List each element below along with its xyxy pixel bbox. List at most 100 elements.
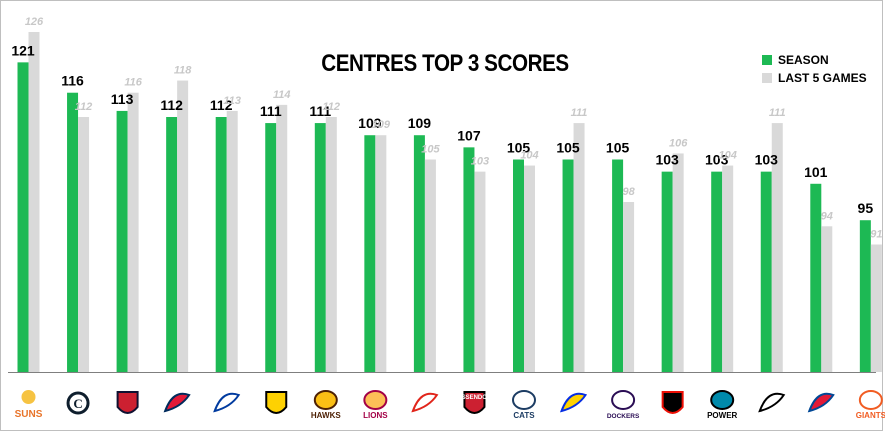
chart-legend: SEASON LAST 5 GAMES <box>762 51 867 87</box>
data-label-season: 111 <box>260 103 282 119</box>
bar-season <box>859 220 871 372</box>
team-logo-text: CATS <box>513 411 535 420</box>
legend-label-last-5-games: LAST 5 GAMES <box>778 71 867 85</box>
bar-last-5-games <box>226 110 238 372</box>
bar-last-5-games <box>127 92 139 372</box>
team-logo-icon <box>559 392 588 413</box>
team-logo-icon <box>363 390 388 410</box>
data-label-season: 109 <box>358 115 382 131</box>
team-logo-icon <box>66 391 90 415</box>
team-logo-icon <box>213 392 241 413</box>
team-logo-icon <box>116 391 139 414</box>
bar-season <box>661 171 673 372</box>
data-label-season: 121 <box>11 42 35 58</box>
bar-season <box>116 110 128 372</box>
bar-season <box>364 135 376 372</box>
team-logo-icon <box>858 390 883 410</box>
team-logo-icon <box>463 391 486 414</box>
data-label-season: 95 <box>858 200 874 216</box>
bar-last-5-games <box>573 123 585 372</box>
bar-last-5-games <box>78 117 90 372</box>
team-logo-text: DOCKERS <box>607 413 640 420</box>
bar-last-5-games <box>28 32 40 372</box>
data-label-season: 109 <box>408 115 432 131</box>
data-label-last-5-games: 105 <box>421 144 440 156</box>
bar-last-5-games <box>375 135 387 372</box>
bar-season <box>612 159 624 372</box>
data-label-last-5-games: 111 <box>571 107 588 119</box>
data-label-season: 112 <box>160 97 183 113</box>
team-logo-text: LIONS <box>363 411 388 420</box>
bar-season <box>562 159 574 372</box>
legend-swatch-season <box>762 55 772 65</box>
bar-last-5-games <box>325 117 337 372</box>
bar-season <box>711 171 723 372</box>
bar-last-5-games <box>771 123 783 372</box>
team-logo-text: C <box>73 396 82 411</box>
bar-last-5-games <box>177 80 189 373</box>
data-label-season: 105 <box>556 140 580 156</box>
data-label-season: 103 <box>705 152 729 168</box>
bar-season <box>215 117 227 372</box>
data-label-season: 116 <box>61 73 84 89</box>
data-label-last-5-games: 116 <box>124 77 142 89</box>
data-label-last-5-games: 104 <box>719 150 737 162</box>
bar-season <box>17 62 29 372</box>
data-label-last-5-games: 118 <box>174 65 192 77</box>
bar-season <box>166 117 178 372</box>
bar-season <box>760 171 772 372</box>
data-label-last-5-games: 104 <box>520 150 538 162</box>
team-logo-text: HAWKS <box>311 411 341 420</box>
team-logo-text: POWER <box>707 411 737 420</box>
data-label-last-5-games: 98 <box>622 186 635 198</box>
chart-title: CENTRES TOP 3 SCORES <box>321 50 569 77</box>
legend-item-last-5-games: LAST 5 GAMES <box>762 69 867 87</box>
data-label-last-5-games: 103 <box>471 156 489 168</box>
team-logo-icon <box>313 390 338 410</box>
bar-season <box>265 123 277 372</box>
bar-last-5-games <box>524 165 535 372</box>
data-label-season: 105 <box>507 140 531 156</box>
bar-season <box>463 147 475 372</box>
data-label-season: 112 <box>210 97 233 113</box>
team-logo-icon <box>265 391 288 414</box>
data-label-season: 105 <box>606 140 630 156</box>
legend-swatch-last-5-games <box>762 73 772 83</box>
bar-season <box>513 159 524 372</box>
data-label-season: 101 <box>804 164 828 180</box>
team-logo-icon <box>512 390 536 410</box>
data-label-last-5-games: 111 <box>769 107 786 119</box>
bar-season <box>413 135 425 372</box>
data-label-season: 111 <box>309 103 331 119</box>
bar-last-5-games <box>276 104 288 372</box>
data-label-last-5-games: 112 <box>75 101 93 113</box>
data-label-season: 103 <box>755 152 779 168</box>
bar-last-5-games <box>870 244 882 372</box>
bar-last-5-games <box>474 171 486 372</box>
data-label-season: 113 <box>111 91 134 107</box>
data-label-last-5-games: 106 <box>669 137 688 149</box>
bar-last-5-games <box>623 202 635 372</box>
bar-season <box>314 123 326 372</box>
team-logo-text: GIANTS <box>856 411 885 420</box>
legend-item-season: SEASON <box>762 51 867 69</box>
bar-last-5-games <box>722 165 734 372</box>
team-logo-icon <box>611 390 636 410</box>
bar-last-5-games <box>672 153 684 372</box>
team-logo-text: ESSENDON <box>458 395 492 401</box>
bar-season <box>67 92 79 372</box>
team-logo-icon <box>21 390 36 404</box>
data-label-last-5-games: 94 <box>821 210 833 222</box>
team-logo-icon <box>807 392 835 413</box>
data-label-last-5-games: 109 <box>372 119 391 131</box>
data-label-last-5-games: 126 <box>25 16 44 28</box>
team-logo-text: SUNS <box>15 409 43 420</box>
data-label-last-5-games: 112 <box>323 101 341 113</box>
team-logo-icon <box>163 392 191 413</box>
team-logo-icon <box>661 391 684 414</box>
team-logo-icon <box>758 392 786 413</box>
bar-last-5-games <box>821 226 833 372</box>
data-label-last-5-games: 114 <box>273 89 291 101</box>
